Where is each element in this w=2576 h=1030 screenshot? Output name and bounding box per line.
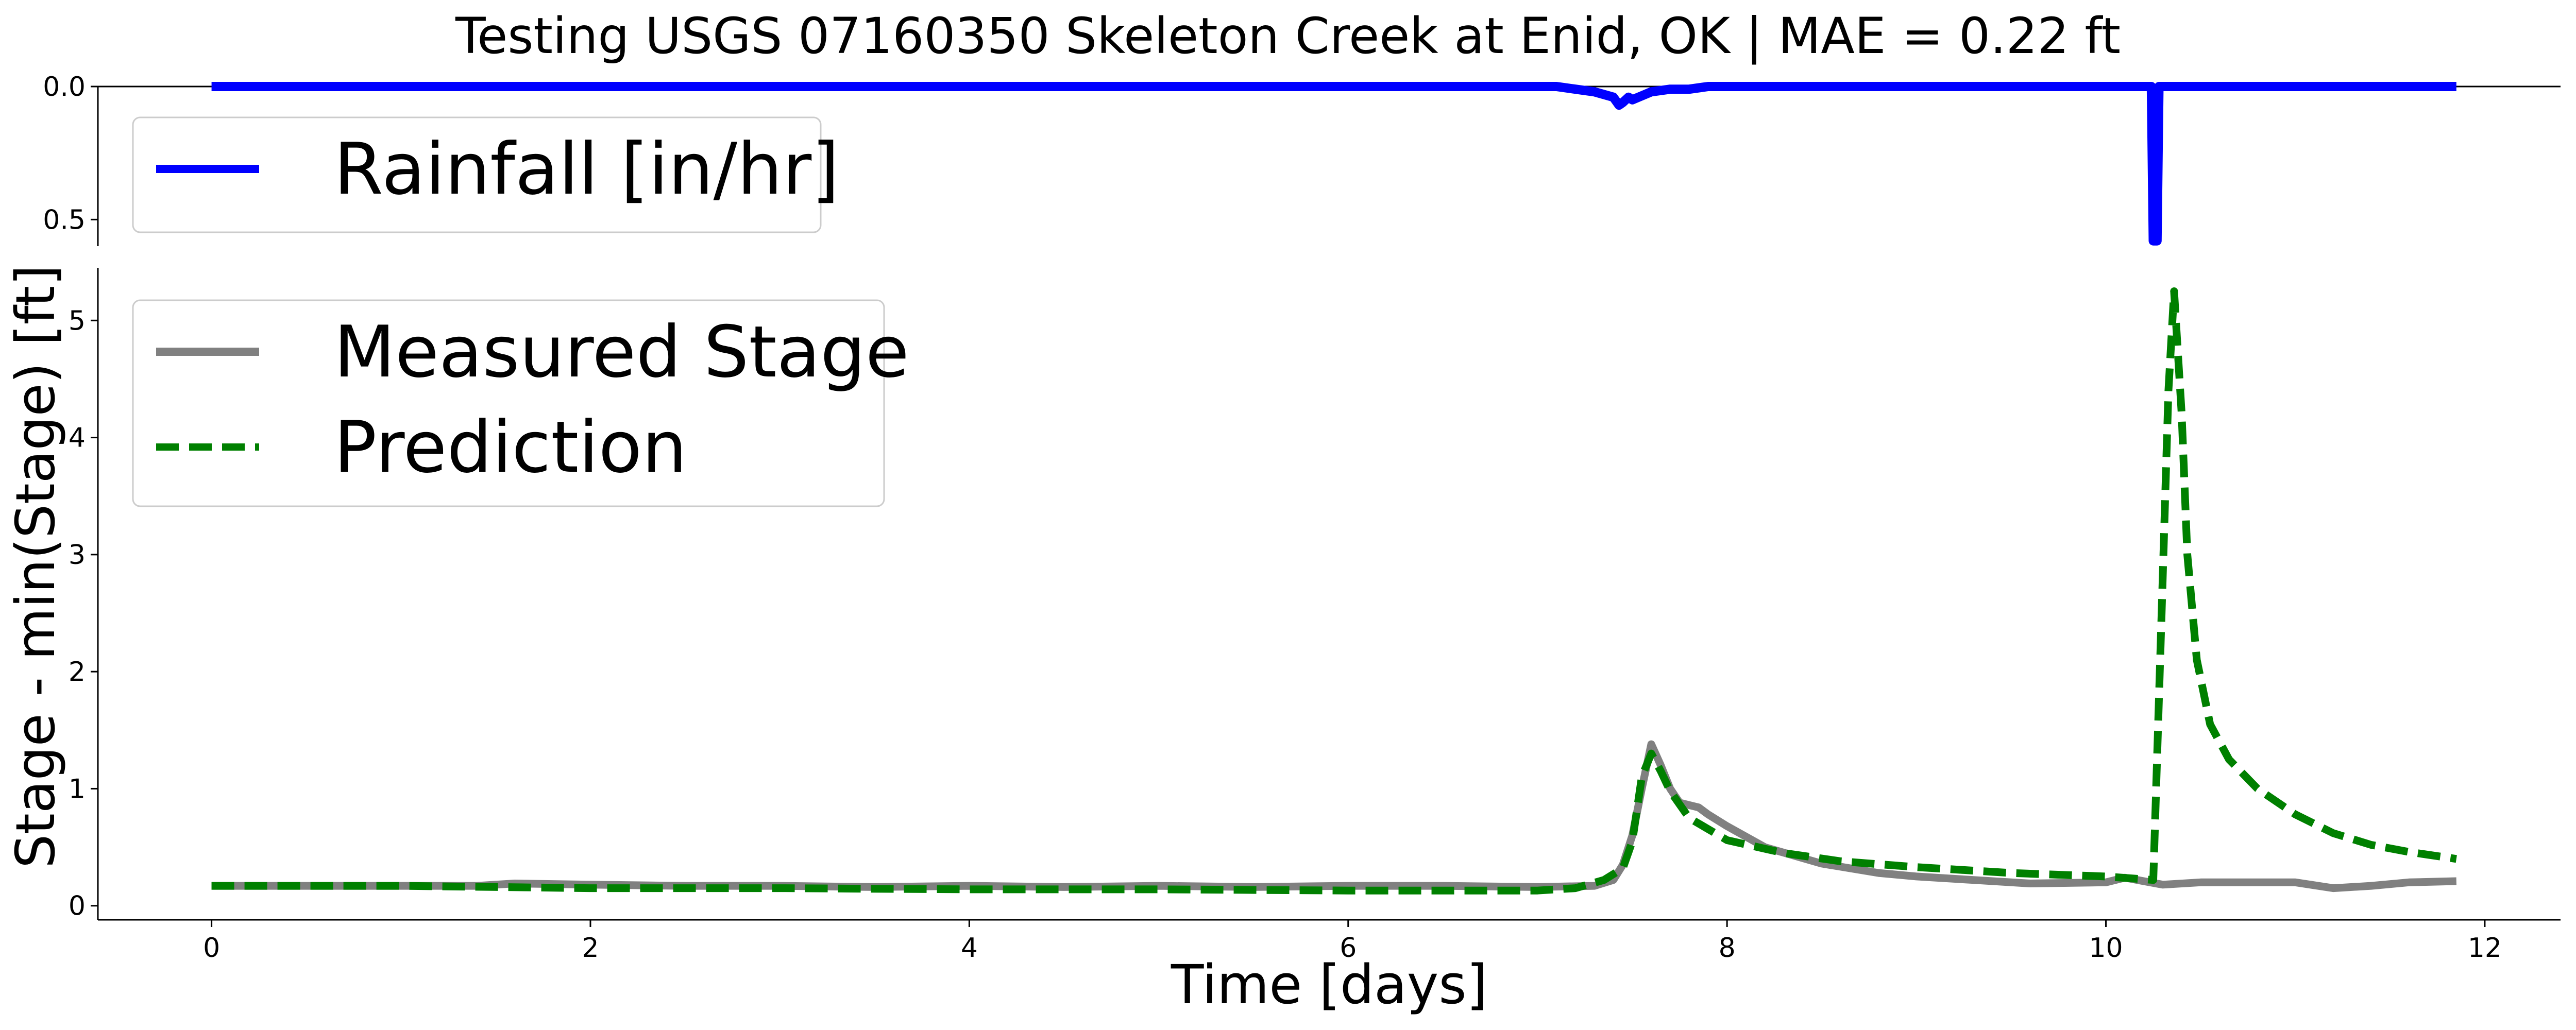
xtick-label-4: 8 [1719, 933, 1736, 964]
stage-ytick-label-4: 4 [69, 423, 86, 454]
x-axis-label: Time [days] [1171, 953, 1487, 1016]
series-line-stage-0 [211, 740, 2456, 892]
xtick-label-1: 2 [582, 933, 599, 964]
stage-legend-box [132, 299, 885, 507]
stage-ytick-label-5: 5 [69, 305, 86, 336]
stage-ytick-label-3: 3 [69, 540, 86, 571]
rain-ytick-label-0: 0.0 [43, 72, 86, 102]
stage-ytick-label-0: 0 [69, 891, 86, 922]
series-line-stage-1 [211, 287, 2457, 895]
stage-legend-label-1: Prediction [334, 406, 687, 489]
rainfall-panel: 0.0 0.5 Rainfall [in/hr] [43, 72, 2561, 246]
stage-legend-label-0: Measured Stage [334, 311, 909, 393]
xtick-label-3: 6 [1340, 933, 1357, 964]
xtick-label-6: 12 [2468, 933, 2502, 964]
y-axis-label: Stage - min(Stage) [ft] [4, 265, 67, 868]
stage-ytick-label-2: 2 [69, 657, 86, 688]
series-line-rain-0 [211, 82, 2456, 246]
rain-legend-box [132, 116, 822, 233]
xtick-label-5: 10 [2089, 933, 2123, 964]
chart-title: Testing USGS 07160350 Skeleton Creek at … [455, 7, 2121, 65]
rain-legend-label-0: Rainfall [in/hr] [334, 128, 839, 211]
stage-ytick-label-1: 1 [69, 774, 86, 804]
xtick-label-2: 4 [961, 933, 978, 964]
rain-ytick-label-1: 0.5 [43, 204, 86, 235]
xtick-label-0: 0 [203, 933, 220, 964]
